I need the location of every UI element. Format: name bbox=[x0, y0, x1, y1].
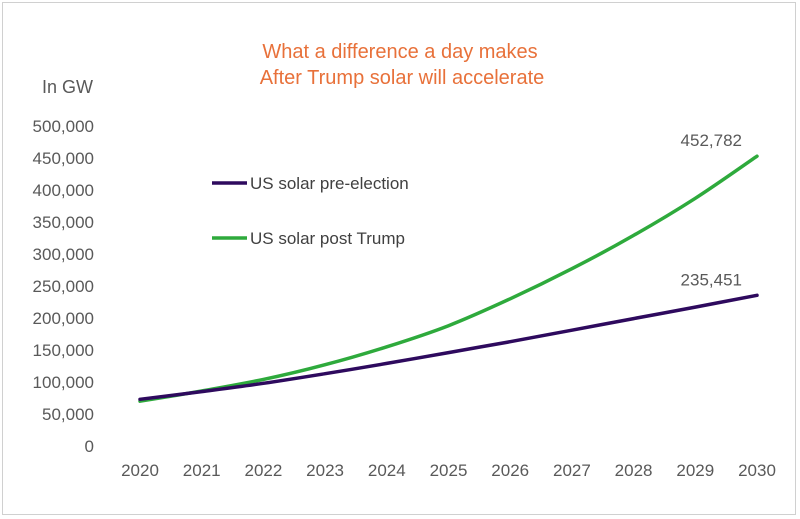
x-tick-label: 2024 bbox=[368, 461, 406, 480]
series-line-pre-election bbox=[138, 293, 759, 402]
y-unit-label: In GW bbox=[42, 77, 93, 97]
y-tick-label: 350,000 bbox=[33, 213, 94, 232]
legend: US solar pre-election US solar post Trump bbox=[212, 174, 409, 248]
x-axis: 2020 2021 2022 2023 2024 2025 2026 2027 2028 2029… bbox=[121, 461, 776, 480]
x-tick-label: 2023 bbox=[306, 461, 344, 480]
chart-title-line-1: What a difference a day makes bbox=[262, 41, 537, 63]
x-tick-label: 2026 bbox=[491, 461, 529, 480]
y-tick-label: 450,000 bbox=[33, 149, 94, 168]
y-tick-label: 100,000 bbox=[33, 373, 94, 392]
series-line-post-trump bbox=[138, 154, 759, 403]
y-tick-label: 400,000 bbox=[33, 181, 94, 200]
x-tick-label: 2030 bbox=[738, 461, 776, 480]
y-axis: 0 50,000 100,000 150,000 200,000 250,000 300,0… bbox=[33, 117, 94, 456]
legend-label: US solar post Trump bbox=[250, 229, 405, 248]
x-tick-label: 2025 bbox=[430, 461, 468, 480]
y-tick-label: 200,000 bbox=[33, 309, 94, 328]
data-label-pre-election: 235,451 bbox=[681, 270, 742, 289]
data-label-post-trump: 452,782 bbox=[681, 131, 742, 150]
end-labels: 235,451 452,782 bbox=[681, 131, 742, 289]
x-tick-label: 2021 bbox=[183, 461, 221, 480]
series-lines bbox=[138, 154, 759, 403]
x-tick-label: 2027 bbox=[553, 461, 591, 480]
x-tick-label: 2029 bbox=[676, 461, 714, 480]
y-tick-label: 50,000 bbox=[42, 405, 94, 424]
y-tick-label: 500,000 bbox=[33, 117, 94, 136]
x-tick-label: 2020 bbox=[121, 461, 159, 480]
y-tick-label: 300,000 bbox=[33, 245, 94, 264]
x-tick-label: 2022 bbox=[244, 461, 282, 480]
y-tick-label: 250,000 bbox=[33, 277, 94, 296]
x-tick-label: 2028 bbox=[615, 461, 653, 480]
y-tick-label: 0 bbox=[85, 437, 94, 456]
legend-label: US solar pre-election bbox=[250, 174, 409, 193]
y-tick-label: 150,000 bbox=[33, 341, 94, 360]
chart-title-line-2: After Trump solar will accelerate bbox=[260, 67, 545, 89]
